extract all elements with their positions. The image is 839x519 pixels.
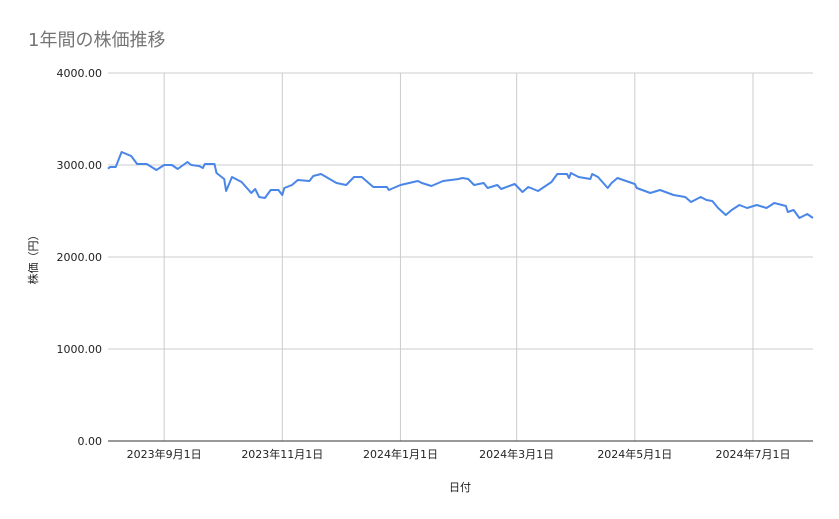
x-tick-label: 2024年3月1日 (479, 447, 554, 461)
x-tick-label: 2024年5月1日 (597, 447, 672, 461)
y-tick-label: 3000.00 (57, 159, 103, 172)
x-tick-label: 2024年7月1日 (715, 447, 790, 461)
x-tick-label: 2024年1月1日 (363, 447, 438, 461)
y-axis-label: 株価（円） (26, 230, 40, 285)
series-layer (107, 151, 814, 219)
series-line (107, 151, 814, 219)
y-tick-label: 0.00 (78, 435, 103, 448)
y-tick-label: 4000.00 (57, 67, 103, 80)
x-axis-ticks: 2023年9月1日 2023年11月1日 2024年1月1日 2024年3月1日 202… (127, 447, 791, 461)
y-tick-label: 2000.00 (57, 251, 103, 264)
x-axis-label: 日付 (449, 481, 471, 494)
x-tick-label: 2023年9月1日 (127, 447, 202, 461)
chart-title: 1年間の株価推移 (28, 30, 165, 51)
x-tick-label: 2023年11月1日 (241, 447, 323, 461)
y-tick-label: 1000.00 (57, 343, 103, 356)
y-axis-ticks: 0.00 1000.00 2000.00 3000.00 4000.00 (57, 67, 103, 448)
gridlines (108, 72, 813, 442)
